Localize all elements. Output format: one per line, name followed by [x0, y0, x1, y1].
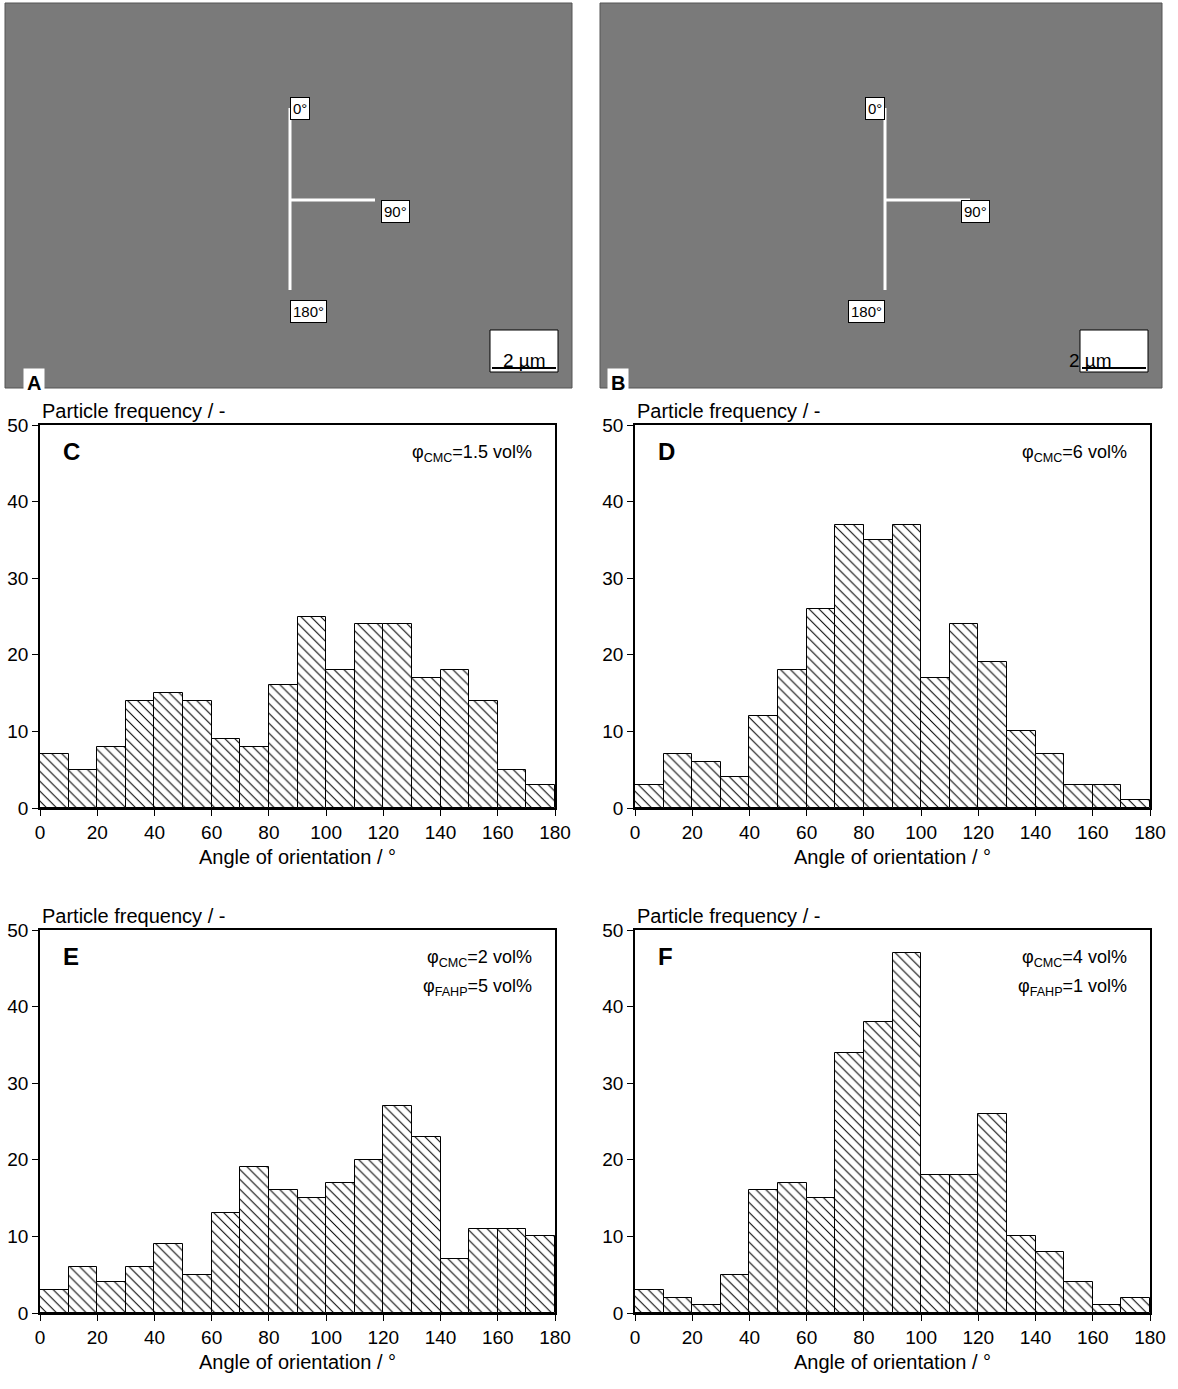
- svg-text:φ​CMC​=2 vol%: φ​CMC​=2 vol%: [427, 947, 532, 970]
- svg-text:0: 0: [35, 822, 46, 843]
- svg-text:φ​CMC​=1.5 vol%: φ​CMC​=1.5 vol%: [412, 442, 532, 465]
- svg-text:0°: 0°: [868, 100, 882, 117]
- svg-text:20: 20: [7, 644, 28, 665]
- svg-text:100: 100: [905, 1327, 937, 1348]
- svg-text:φ​CMC​=4 vol%: φ​CMC​=4 vol%: [1022, 947, 1127, 970]
- svg-text:160: 160: [1077, 1327, 1109, 1348]
- svg-text:10: 10: [602, 1226, 623, 1247]
- svg-text:80: 80: [258, 1327, 279, 1348]
- svg-text:20: 20: [682, 822, 703, 843]
- svg-text:180: 180: [539, 1327, 571, 1348]
- svg-text:φ​CMC​=6 vol%: φ​CMC​=6 vol%: [1022, 442, 1127, 465]
- svg-text:60: 60: [796, 1327, 817, 1348]
- svg-text:D: D: [658, 438, 675, 465]
- svg-text:180: 180: [1134, 1327, 1166, 1348]
- svg-text:30: 30: [7, 1073, 28, 1094]
- svg-text:160: 160: [1077, 822, 1109, 843]
- svg-text:20: 20: [7, 1149, 28, 1170]
- svg-text:120: 120: [962, 1327, 994, 1348]
- svg-text:100: 100: [905, 822, 937, 843]
- svg-text:120: 120: [367, 1327, 399, 1348]
- svg-text:40: 40: [602, 996, 623, 1017]
- svg-text:160: 160: [482, 1327, 514, 1348]
- svg-text:Particle frequency / -: Particle frequency / -: [42, 905, 225, 927]
- svg-text:φ​FAHP​=5 vol%: φ​FAHP​=5 vol%: [423, 976, 532, 999]
- svg-text:Angle of orientation / °: Angle of orientation / °: [794, 846, 991, 868]
- svg-text:40: 40: [739, 1327, 760, 1348]
- svg-text:0: 0: [613, 798, 624, 819]
- svg-text:2 µm: 2 µm: [1069, 350, 1112, 371]
- svg-text:φ​FAHP​=1 vol%: φ​FAHP​=1 vol%: [1018, 976, 1127, 999]
- svg-text:50: 50: [7, 415, 28, 436]
- svg-text:50: 50: [602, 920, 623, 941]
- svg-text:0: 0: [35, 1327, 46, 1348]
- svg-text:90°: 90°: [384, 203, 407, 220]
- svg-text:20: 20: [87, 822, 108, 843]
- svg-text:40: 40: [7, 996, 28, 1017]
- svg-text:180°: 180°: [293, 303, 324, 320]
- svg-text:Particle frequency / -: Particle frequency / -: [42, 400, 225, 422]
- svg-text:0: 0: [630, 1327, 641, 1348]
- svg-text:80: 80: [853, 1327, 874, 1348]
- svg-text:E: E: [63, 943, 79, 970]
- svg-text:40: 40: [7, 491, 28, 512]
- svg-text:50: 50: [602, 415, 623, 436]
- svg-text:40: 40: [144, 1327, 165, 1348]
- svg-text:60: 60: [201, 822, 222, 843]
- svg-text:180: 180: [1134, 822, 1166, 843]
- svg-text:40: 40: [739, 822, 760, 843]
- svg-text:180: 180: [539, 822, 571, 843]
- svg-text:20: 20: [602, 1149, 623, 1170]
- svg-text:160: 160: [482, 822, 514, 843]
- svg-text:40: 40: [144, 822, 165, 843]
- svg-text:Angle of orientation / °: Angle of orientation / °: [794, 1351, 991, 1373]
- svg-text:140: 140: [425, 1327, 457, 1348]
- svg-text:B: B: [611, 372, 625, 394]
- svg-text:0°: 0°: [293, 100, 307, 117]
- svg-text:50: 50: [7, 920, 28, 941]
- svg-text:10: 10: [602, 721, 623, 742]
- svg-text:0: 0: [630, 822, 641, 843]
- svg-text:90°: 90°: [964, 203, 987, 220]
- svg-text:20: 20: [87, 1327, 108, 1348]
- svg-text:0: 0: [18, 1303, 29, 1324]
- svg-text:Angle of orientation / °: Angle of orientation / °: [199, 1351, 396, 1373]
- svg-text:20: 20: [602, 644, 623, 665]
- svg-text:60: 60: [796, 822, 817, 843]
- svg-text:C: C: [63, 438, 80, 465]
- svg-text:140: 140: [1020, 822, 1052, 843]
- svg-text:A: A: [27, 372, 41, 394]
- svg-text:80: 80: [853, 822, 874, 843]
- svg-text:60: 60: [201, 1327, 222, 1348]
- svg-text:140: 140: [1020, 1327, 1052, 1348]
- svg-text:0: 0: [18, 798, 29, 819]
- svg-text:30: 30: [7, 568, 28, 589]
- svg-text:Particle frequency / -: Particle frequency / -: [637, 400, 820, 422]
- svg-text:30: 30: [602, 568, 623, 589]
- svg-text:40: 40: [602, 491, 623, 512]
- svg-text:120: 120: [962, 822, 994, 843]
- svg-text:10: 10: [7, 721, 28, 742]
- svg-text:F: F: [658, 943, 673, 970]
- svg-text:140: 140: [425, 822, 457, 843]
- svg-text:10: 10: [7, 1226, 28, 1247]
- svg-text:Particle frequency / -: Particle frequency / -: [637, 905, 820, 927]
- svg-text:80: 80: [258, 822, 279, 843]
- svg-text:0: 0: [613, 1303, 624, 1324]
- svg-text:30: 30: [602, 1073, 623, 1094]
- svg-text:Angle of orientation / °: Angle of orientation / °: [199, 846, 396, 868]
- svg-text:20: 20: [682, 1327, 703, 1348]
- svg-text:100: 100: [310, 822, 342, 843]
- svg-text:120: 120: [367, 822, 399, 843]
- svg-text:100: 100: [310, 1327, 342, 1348]
- svg-text:180°: 180°: [851, 303, 882, 320]
- svg-text:2 µm: 2 µm: [503, 350, 546, 371]
